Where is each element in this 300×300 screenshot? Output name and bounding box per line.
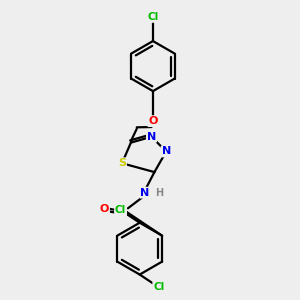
Text: Cl: Cl xyxy=(153,282,164,292)
Text: S: S xyxy=(118,158,126,168)
Text: Cl: Cl xyxy=(115,206,126,215)
Text: O: O xyxy=(100,204,109,214)
Text: H: H xyxy=(155,188,163,198)
Text: N: N xyxy=(140,188,150,198)
Text: O: O xyxy=(148,116,158,126)
Text: N: N xyxy=(162,146,171,157)
Text: Cl: Cl xyxy=(147,12,159,22)
Text: N: N xyxy=(147,132,156,142)
